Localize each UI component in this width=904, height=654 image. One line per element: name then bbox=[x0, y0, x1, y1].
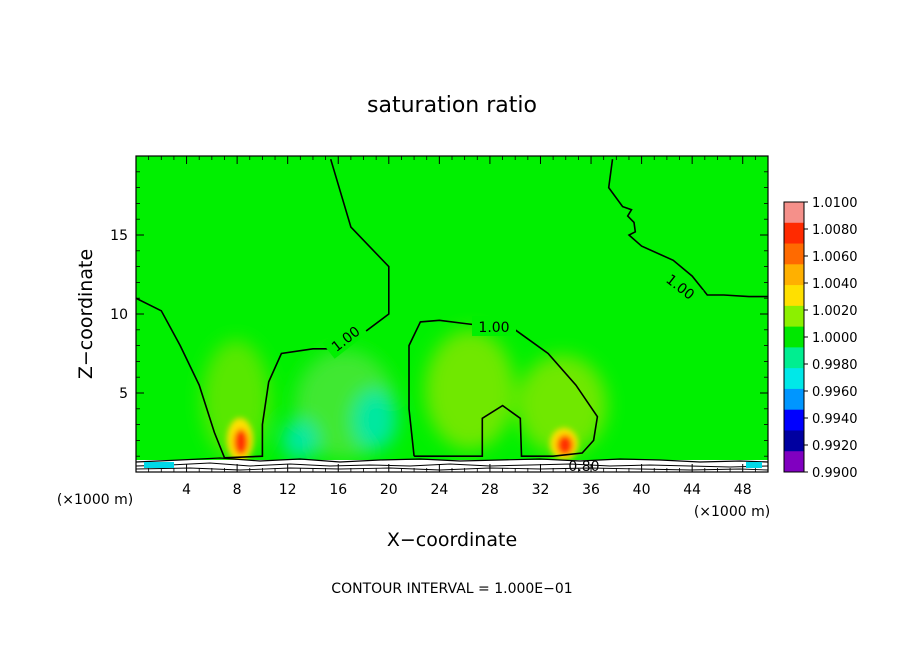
colorbar-swatch-0 bbox=[784, 202, 804, 224]
contour-line-3 bbox=[607, 159, 768, 298]
colorbar bbox=[784, 202, 804, 473]
x-tick-label-2: 12 bbox=[279, 482, 297, 498]
colorbar-swatch-9 bbox=[784, 388, 804, 411]
y-tick-label-0: 5 bbox=[119, 386, 128, 402]
surface-contour-1 bbox=[136, 457, 768, 463]
x-tick-label-8: 36 bbox=[582, 482, 600, 498]
plume-left bbox=[202, 340, 270, 460]
surface-cyan-right bbox=[746, 462, 762, 468]
colorbar-tick-label-2: 1.0060 bbox=[812, 250, 858, 265]
x-axis-label: X−coordinate bbox=[387, 529, 517, 551]
colorbar-swatch-7 bbox=[784, 347, 804, 369]
colorbar-swatch-10 bbox=[784, 409, 804, 431]
plume-cyan-1 bbox=[353, 390, 397, 450]
x-tick-label-6: 28 bbox=[481, 482, 499, 498]
colorbar-ticks: 1.0100 1.0080 1.0060 1.0040 1.0020 1.0000 0.99… bbox=[804, 196, 858, 481]
x-axis-ticks: 4 8 12 16 20 24 28 32 36 40 44 48 bbox=[148, 156, 756, 498]
colorbar-tick-label-7: 0.9960 bbox=[812, 385, 858, 400]
contour-line-1 bbox=[136, 158, 390, 459]
colorbar-tick-label-1: 1.0080 bbox=[812, 223, 858, 238]
x-tick-label-7: 32 bbox=[532, 482, 550, 498]
y-tick-label-1: 10 bbox=[110, 307, 128, 323]
plume-mid bbox=[425, 330, 515, 450]
colorbar-tick-label-10: 0.9900 bbox=[812, 466, 858, 481]
colorbar-swatch-4 bbox=[784, 285, 804, 307]
contour-lines bbox=[136, 158, 768, 459]
x-tick-label-3: 16 bbox=[329, 482, 347, 498]
x-tick-label-10: 44 bbox=[683, 482, 701, 498]
contour-label-4: 0.80 bbox=[568, 459, 599, 475]
plume-right bbox=[517, 355, 607, 455]
heatmap-field bbox=[136, 156, 768, 472]
contour-label-2: 1.00 bbox=[478, 320, 509, 336]
colorbar-swatch-12 bbox=[784, 451, 804, 473]
x-unit-left: (×1000 m) bbox=[57, 492, 133, 508]
colorbar-swatch-8 bbox=[784, 368, 804, 390]
y-tick-label-2: 15 bbox=[110, 228, 128, 244]
hot-spot-right-core bbox=[557, 435, 573, 455]
y-axis-label: Z−coordinate bbox=[75, 249, 97, 379]
colorbar-tick-label-8: 0.9940 bbox=[812, 412, 858, 427]
contour-interval-note: CONTOUR INTERVAL = 1.000E−01 bbox=[331, 581, 572, 597]
colorbar-tick-label-9: 0.9920 bbox=[812, 439, 858, 454]
x-tick-label-5: 24 bbox=[430, 482, 448, 498]
colorbar-tick-label-3: 1.0040 bbox=[812, 277, 858, 292]
x-tick-label-9: 40 bbox=[633, 482, 651, 498]
y-axis-ticks: 5 10 15 bbox=[110, 171, 768, 457]
x-tick-label-11: 48 bbox=[734, 482, 752, 498]
x-tick-label-4: 20 bbox=[380, 482, 398, 498]
x-tick-label-0: 4 bbox=[182, 482, 191, 498]
colorbar-swatch-5 bbox=[784, 305, 804, 328]
colorbar-swatch-1 bbox=[784, 222, 804, 245]
plume-cyan-2 bbox=[282, 420, 318, 460]
surface-cyan-left bbox=[144, 462, 174, 468]
x-tick-label-1: 8 bbox=[233, 482, 242, 498]
colorbar-tick-label-0: 1.0100 bbox=[812, 196, 858, 211]
chart-title: saturation ratio bbox=[367, 93, 537, 118]
x-unit-right: (×1000 m) bbox=[694, 504, 770, 520]
surface-band bbox=[136, 460, 768, 472]
hot-spot-left-core bbox=[234, 429, 248, 455]
colorbar-tick-label-6: 0.9980 bbox=[812, 358, 858, 373]
colorbar-swatch-11 bbox=[784, 430, 804, 452]
colorbar-tick-label-5: 1.0000 bbox=[812, 331, 858, 346]
colorbar-swatch-3 bbox=[784, 264, 804, 286]
colorbar-tick-label-4: 1.0020 bbox=[812, 304, 858, 319]
colorbar-swatch-6 bbox=[784, 326, 804, 348]
contour-line-2 bbox=[408, 319, 599, 457]
colorbar-swatch-2 bbox=[784, 243, 804, 265]
